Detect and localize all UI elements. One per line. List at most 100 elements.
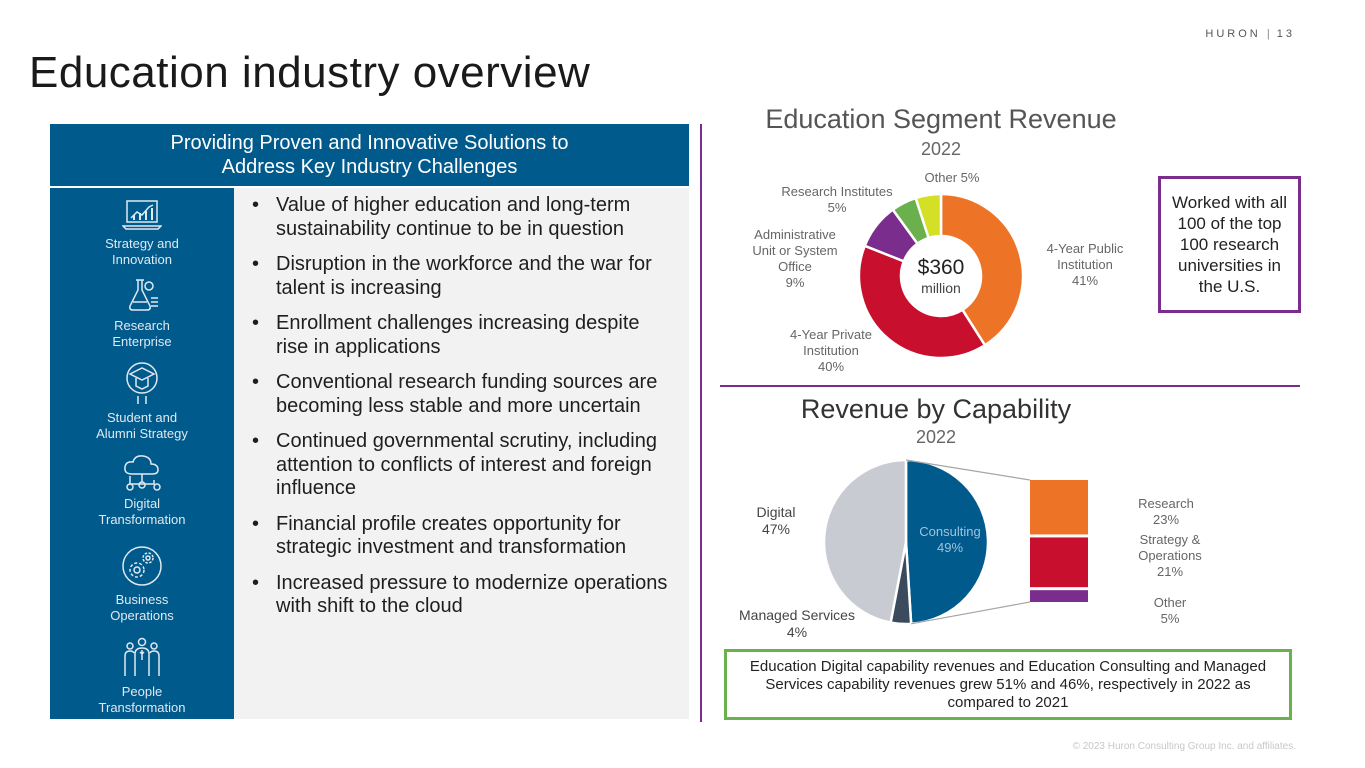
label-text: Unit or System	[752, 243, 838, 258]
capability-research-enterprise: Research Enterprise	[50, 276, 234, 350]
segment-chart-year: 2022	[920, 139, 962, 159]
capability-business-operations: Business Operations	[50, 544, 234, 624]
lab-flask-icon	[129, 279, 158, 311]
capability-strategy-innovation: Strategy and Innovation	[50, 198, 234, 268]
solutions-heading-line2: Address Key Industry Challenges	[221, 156, 518, 178]
list-item: Financial profile creates opportunity fo…	[252, 513, 672, 560]
label-text: 47%	[761, 521, 791, 537]
label-text: Administrative	[754, 227, 836, 242]
label-text: 40%	[817, 359, 845, 374]
capability-label: Student and	[106, 410, 178, 425]
list-item: Conventional research funding sources ar…	[252, 371, 672, 418]
label-text: Operations	[1138, 548, 1202, 563]
label-text: 5%	[1160, 611, 1180, 626]
donut-slice-other	[914, 192, 943, 240]
capability-label: Strategy and	[105, 236, 179, 251]
list-item: Continued governmental scrutiny, includi…	[252, 430, 672, 501]
top100-callout: Worked with all 100 of the top 100 resea…	[1158, 176, 1301, 313]
label-managed-services: Managed Services 4%	[722, 607, 872, 641]
capability-digital-transformation: Digital Transformation	[50, 452, 234, 528]
label-research-institutes: Research Institutes 5%	[767, 184, 907, 216]
donut-slice-4-year-public-institution	[939, 192, 1025, 347]
challenges-panel: Value of higher education and long-term …	[234, 188, 689, 719]
solutions-heading-line1: Providing Proven and Innovative Solution…	[170, 132, 569, 154]
label-research: Research 23%	[1120, 496, 1212, 528]
label-text: Strategy &	[1139, 532, 1201, 547]
laptop-chart-icon	[122, 200, 162, 230]
cloud-network-icon	[124, 455, 161, 491]
label-text: 23%	[1152, 512, 1180, 527]
label-public: 4-Year Public Institution 41%	[1020, 241, 1150, 289]
label-strategy-operations: Strategy & Operations 21%	[1120, 532, 1220, 580]
label-text: Institution	[1057, 257, 1113, 272]
donut-center-value: $360	[917, 256, 965, 279]
label-text: 4%	[786, 624, 808, 640]
capability-label: Digital	[123, 496, 161, 511]
capability-people-transformation: People Transformation	[50, 636, 234, 716]
list-item: Increased pressure to modernize operatio…	[252, 572, 672, 619]
label-text: Managed Services	[739, 607, 855, 623]
gears-icon	[122, 546, 162, 586]
page-number: 13	[1276, 28, 1295, 40]
label-text: 4-Year Public	[1046, 241, 1124, 256]
copyright: © 2023 Huron Consulting Group Inc. and a…	[1072, 741, 1296, 752]
label-other-segment: Other 5%	[924, 170, 980, 185]
capability-label: Innovation	[112, 252, 172, 267]
capability-label: Transformation	[98, 512, 186, 527]
vertical-divider	[700, 124, 702, 722]
donut-center-label: $360 million	[901, 256, 981, 296]
label-consulting: Consulting 49%	[910, 524, 990, 556]
pie-connector-line	[911, 601, 1031, 625]
pie-slice-digital	[822, 458, 908, 625]
label-text: Digital	[756, 504, 796, 520]
capability-label: People	[121, 684, 163, 699]
horizontal-divider	[720, 385, 1300, 387]
brand-separator: |	[1266, 28, 1271, 40]
label-text: Research	[1138, 496, 1194, 511]
capabilities-sidebar: Strategy and Innovation Research Enterpr…	[50, 188, 234, 719]
label-text: Research Institutes	[781, 184, 893, 199]
label-text: Consulting	[919, 524, 981, 539]
capability-label: Business	[115, 592, 169, 607]
label-text: Other	[1153, 595, 1187, 610]
label-admin: Administrative Unit or System Office 9%	[734, 227, 856, 291]
capability-label: Enterprise	[112, 334, 172, 349]
capability-student-alumni: Student and Alumni Strategy	[50, 360, 234, 442]
list-item: Enrollment challenges increasing despite…	[252, 312, 672, 359]
label-text: 21%	[1156, 564, 1184, 579]
page-title: Education industry overview	[29, 48, 591, 97]
capability-pie-chart	[822, 458, 1088, 626]
segment-chart-title: Education Segment Revenue	[765, 104, 1117, 134]
capability-label: Research	[114, 318, 170, 333]
breakdown-bar-strategy-operations	[1030, 537, 1088, 588]
label-other-capability: Other 5%	[1130, 595, 1210, 627]
pie-connector-line	[905, 459, 1031, 481]
challenges-list: Value of higher education and long-term …	[252, 194, 672, 631]
label-digital: Digital 47%	[736, 504, 816, 538]
list-item: Value of higher education and long-term …	[252, 194, 672, 241]
graduation-cap-icon	[126, 362, 158, 404]
label-text: 5%	[827, 200, 847, 215]
pie-slice-consulting	[904, 458, 990, 626]
capability-chart-title: Revenue by Capability	[800, 394, 1072, 424]
label-private: 4-Year Private Institution 40%	[766, 327, 896, 375]
segment-donut-chart	[857, 192, 1025, 360]
brand-header: HURON | 13	[1205, 28, 1295, 40]
label-text: 4-Year Private	[790, 327, 872, 342]
people-group-icon	[124, 637, 160, 676]
capability-chart-year: 2022	[915, 427, 957, 447]
brand-logo-text: HURON	[1205, 28, 1261, 40]
donut-slice-4-year-private-institution	[857, 244, 987, 360]
donut-center-unit: million	[921, 280, 961, 296]
label-text: 41%	[1071, 273, 1099, 288]
solutions-heading: Providing Proven and Innovative Solution…	[50, 124, 689, 186]
label-text: Office	[778, 259, 812, 274]
label-text: Institution	[803, 343, 859, 358]
label-text: 49%	[936, 540, 964, 555]
label-text: 9%	[785, 275, 805, 290]
breakdown-bar-other	[1030, 590, 1088, 602]
breakdown-bar-research	[1030, 480, 1088, 535]
list-item: Disruption in the workforce and the war …	[252, 253, 672, 300]
growth-callout: Education Digital capability revenues an…	[724, 649, 1292, 720]
capability-label: Transformation	[98, 700, 186, 715]
